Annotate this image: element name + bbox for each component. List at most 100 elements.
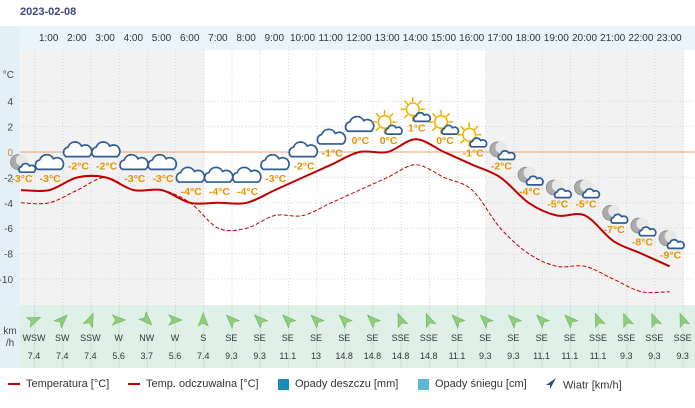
weather-chart: 4 2 0 -2 -4 -6 -8 -10 0°C 1:00 2:00 3:00 4:00 5:00 6:0… [0, 26, 695, 368]
wind-unit-bottom: /h [6, 338, 14, 349]
y-tick-label: -4 [4, 199, 13, 210]
wind-arrow [338, 314, 353, 329]
wind-arrow-shape [225, 314, 241, 329]
y-tick-label: 4 [7, 97, 13, 108]
wind-direction: SSE [420, 333, 438, 343]
wind-arrow [595, 312, 606, 329]
temp-label: 1°C [408, 122, 426, 134]
wind-arrow [197, 312, 209, 327]
temp-label: -5°C [547, 199, 569, 211]
wind-arrow [451, 314, 466, 329]
temp-label: -7°C [604, 224, 626, 236]
wind-direction: SE [451, 333, 463, 343]
wind-speed: 14.8 [364, 351, 382, 361]
hour-label: 18:00 [516, 33, 541, 44]
wind-direction: SE [254, 333, 266, 343]
wind-arrow [310, 314, 325, 329]
legend-box-swatch [278, 378, 289, 390]
hour-label: 23:00 [657, 33, 682, 44]
wind-arrow [225, 314, 241, 329]
wind-arrow-shape [479, 314, 494, 329]
wind-direction: SE [310, 333, 322, 343]
legend-item: Temperatura [°C] [8, 378, 109, 390]
hour-label: 15:00 [431, 33, 456, 44]
wind-arrow [53, 314, 68, 329]
wind-speed: 9.3 [676, 351, 689, 361]
legend-label: Wiatr [km/h] [563, 379, 622, 392]
wind-direction: SE [225, 333, 237, 343]
hour-label: 2:00 [67, 33, 87, 44]
hour-label: 19:00 [544, 33, 569, 44]
cloud-icon [147, 153, 178, 171]
wind-speed: 11.1 [590, 351, 607, 361]
legend-item: Opady deszczu [mm] [278, 378, 398, 390]
temp-label: 0°C [436, 135, 454, 147]
sun-cloud-icon [456, 122, 488, 148]
wind-arrow-shape [168, 314, 183, 326]
sun-disc [405, 102, 420, 117]
temp-label: -1°C [463, 148, 485, 160]
wind-arrow [111, 314, 127, 326]
wind-arrow-shape [310, 314, 325, 329]
hour-label: 12:00 [346, 33, 371, 44]
wind-unit-top: km [3, 326, 16, 337]
wind-speed: 9.3 [225, 351, 238, 361]
sun-disc [377, 114, 392, 130]
hour-label: 17:00 [487, 33, 512, 44]
wind-direction: SE [282, 333, 294, 343]
feels-like-line [20, 164, 670, 294]
wind-speed: 11.1 [533, 351, 550, 361]
moon-cloud-icon [574, 179, 601, 199]
wind-speed: 14.8 [420, 351, 438, 361]
cloud-shape [34, 153, 65, 171]
moon-cloud-icon [517, 166, 544, 186]
cloud-shape [288, 141, 319, 158]
wind-direction: NW [139, 333, 154, 343]
cloud-shape [344, 115, 375, 133]
legend-box-swatch [418, 378, 429, 390]
hour-label: 7:00 [208, 33, 228, 44]
wind-speed: 11.1 [279, 351, 296, 361]
sun-cloud-icon [428, 109, 460, 135]
sun-cloud-icon [400, 97, 432, 123]
wind-arrow-shape [338, 314, 353, 329]
wind-direction: W [114, 333, 123, 343]
sun-ray [432, 126, 437, 131]
wind-arrow-shape [111, 314, 127, 326]
temp-label: -3°C [11, 173, 33, 185]
legend-label: Temperatura [°C] [26, 378, 110, 390]
wind-direction: S [200, 333, 206, 343]
wind-arrow [25, 317, 42, 328]
wind-direction: SSE [645, 333, 663, 343]
cloud-shape [525, 175, 544, 186]
cloud-shape [90, 141, 121, 158]
moon-cloud-icon [602, 204, 629, 224]
sun-disc [462, 127, 477, 142]
y-tick-label: -2 [4, 173, 13, 184]
cloud-shape [231, 166, 262, 183]
hour-label: 5:00 [152, 33, 172, 44]
hour-label: 9:00 [265, 33, 285, 44]
moon-cloud-icon [658, 230, 685, 250]
hour-label: 20:00 [572, 33, 597, 44]
temp-label: -1°C [322, 148, 344, 160]
temp-label: -2°C [491, 160, 513, 172]
temp-label: -3°C [152, 173, 174, 185]
wind-arrow [138, 311, 153, 326]
hour-label: 11:00 [319, 33, 344, 44]
legend-item: Temp. odczuwalna [°C] [128, 378, 259, 390]
sun-ray [375, 126, 380, 131]
cloud-shape [582, 188, 601, 199]
temp-label: -8°C [632, 237, 654, 249]
cloud-shape [18, 162, 37, 174]
wind-direction: SSE [617, 333, 635, 343]
wind-speed: 14.8 [335, 351, 353, 361]
wind-arrow [425, 312, 437, 329]
wind-speed: 7.4 [84, 351, 97, 361]
wind-arrow-shape [451, 314, 466, 329]
wind-arrow-shape [425, 312, 437, 329]
wind-arrow-shape [254, 314, 269, 329]
hour-label: 10:00 [290, 33, 315, 44]
cloud-shape [497, 150, 516, 161]
temp-label: -3°C [124, 173, 146, 185]
